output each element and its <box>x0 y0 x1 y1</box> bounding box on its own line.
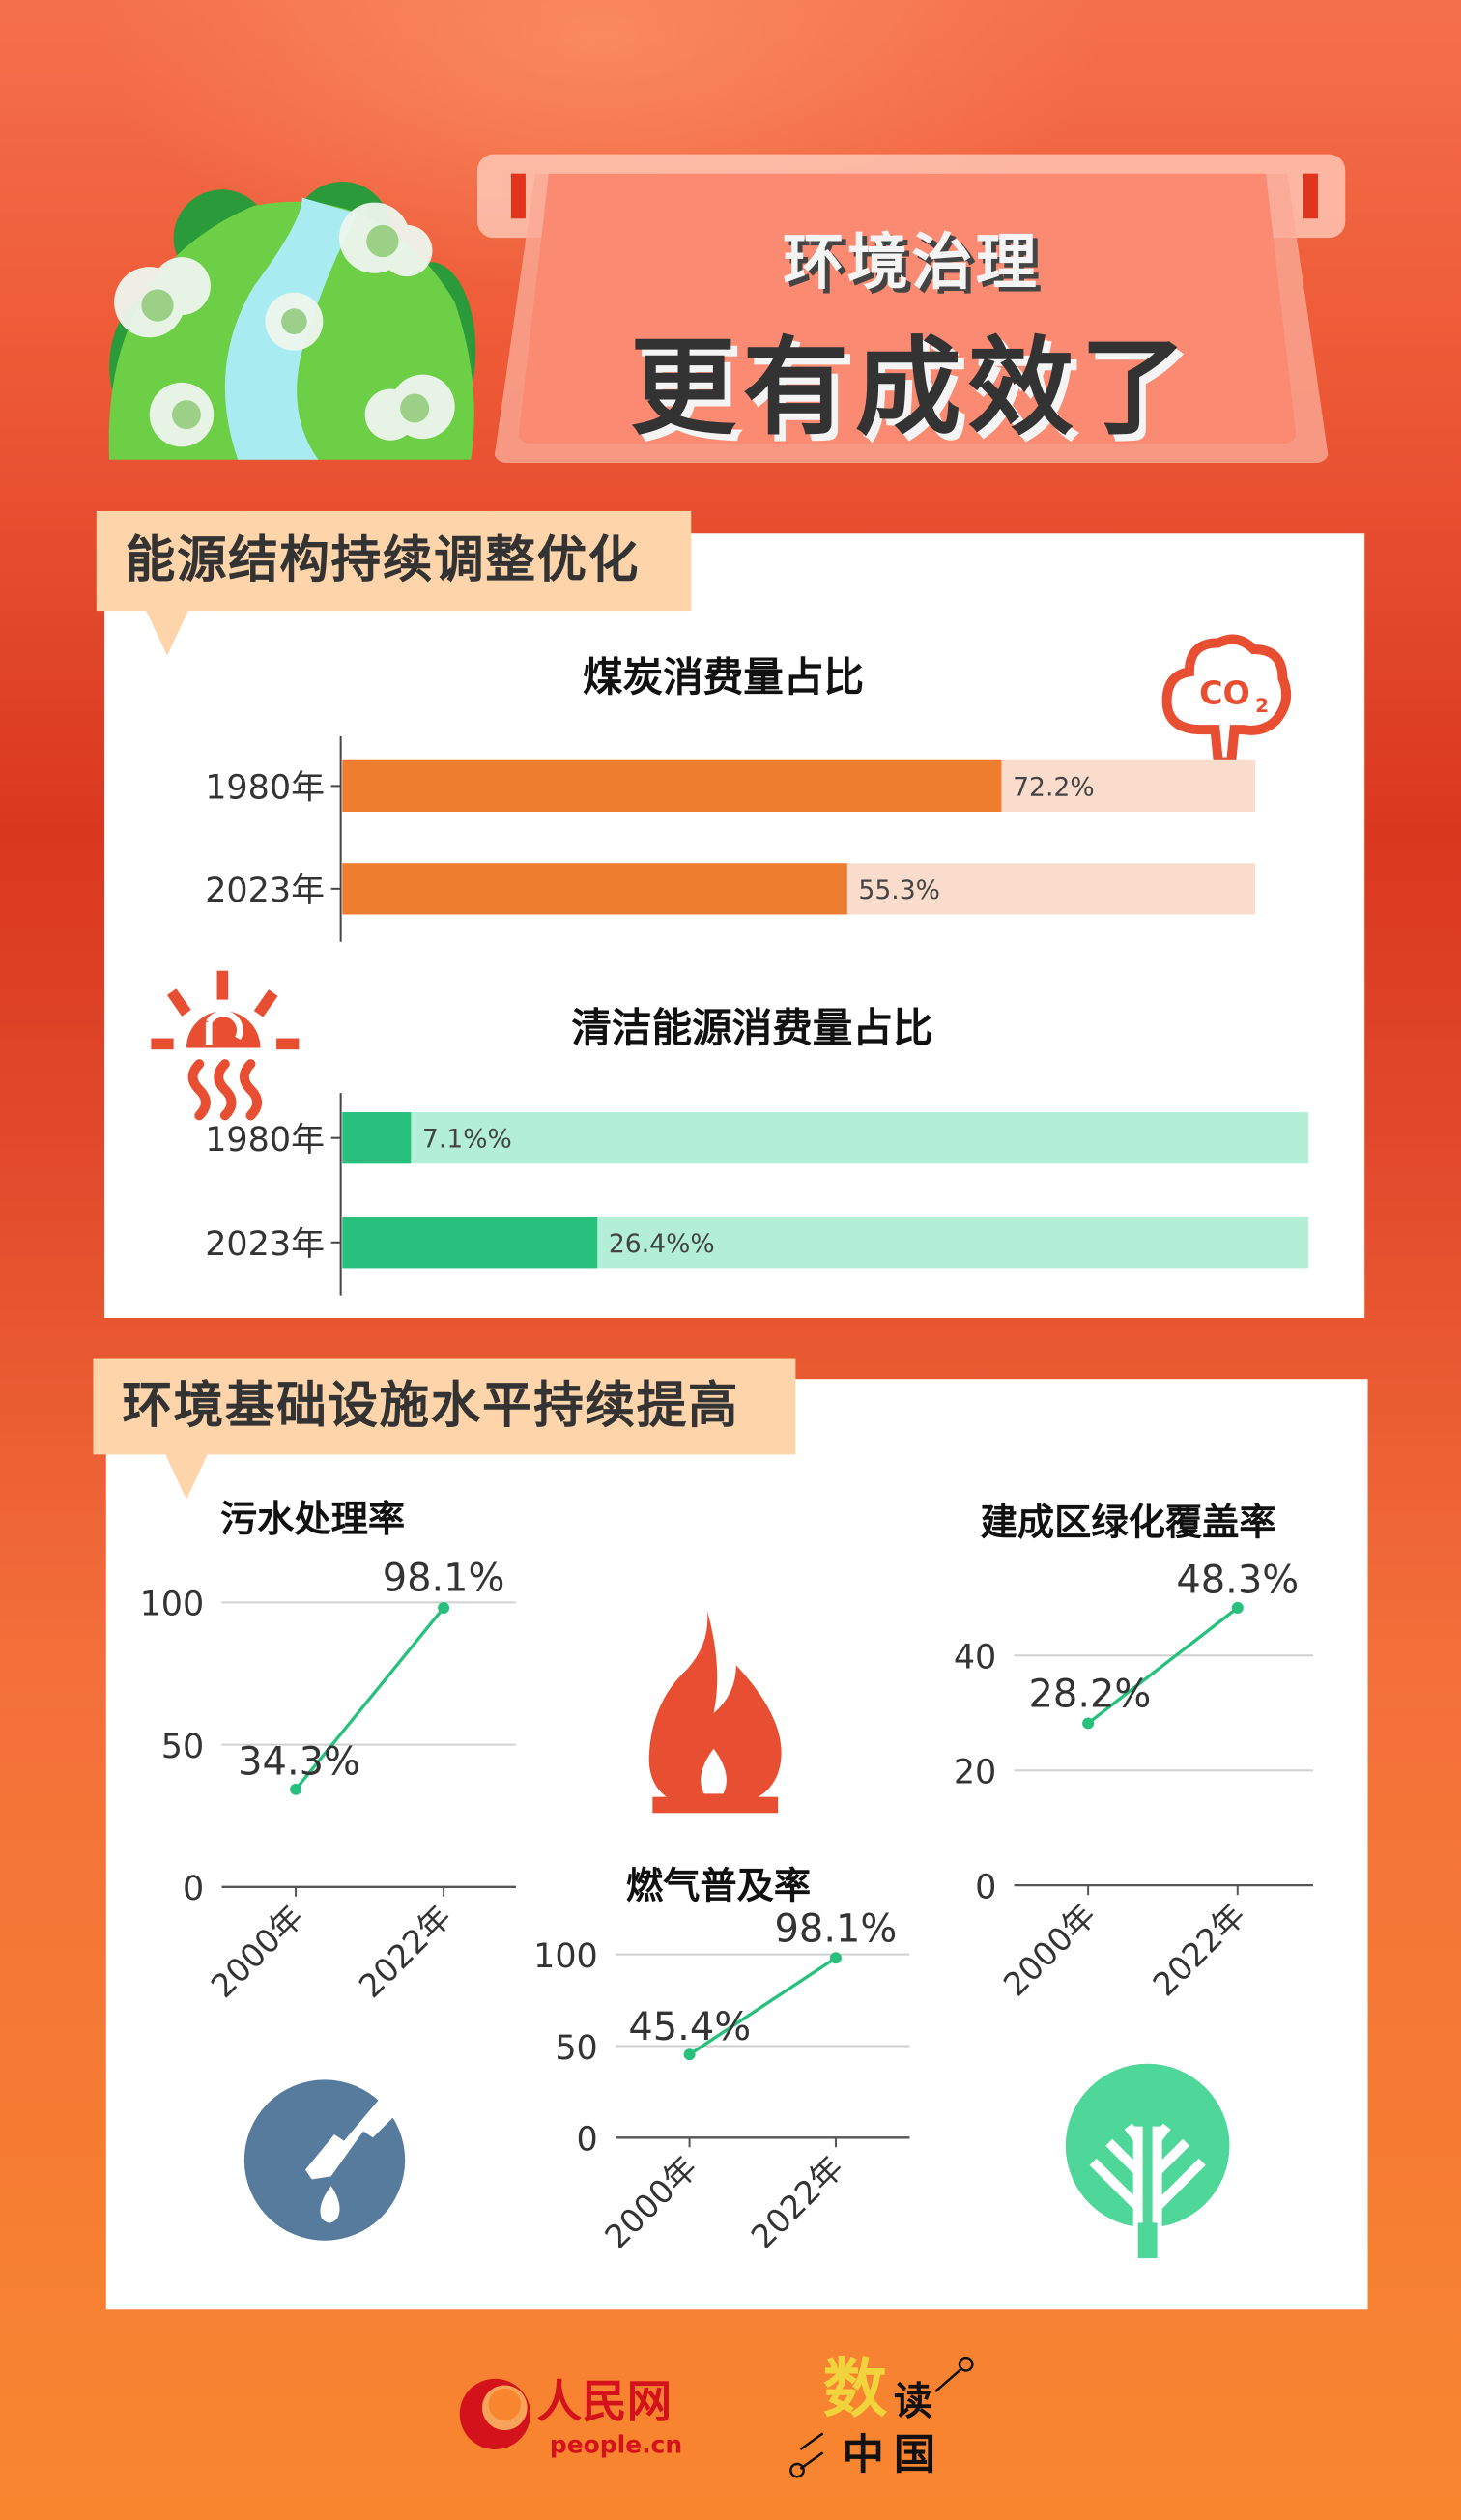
x-tick-label: 2022年 <box>352 1898 459 2005</box>
x-tick-label: 2000年 <box>204 1898 311 2005</box>
y-tick-label: 0 <box>975 1868 996 1906</box>
tab-pointer <box>163 1451 210 1500</box>
bar <box>342 759 1002 813</box>
category-label: 1980年 <box>205 1121 325 1160</box>
svg-text:读: 读 <box>894 2379 932 2423</box>
x-tick-label: 2022年 <box>1146 1896 1253 2003</box>
y-tick-label: 100 <box>533 1937 598 1976</box>
co2-cloud-icon: CO 2 <box>1161 634 1292 767</box>
section-label-infrastructure: 环境基础设施水平持续提高 <box>93 1358 796 1455</box>
banner-inner <box>517 173 1298 444</box>
page-subtitle: 环境治理 <box>783 226 1041 298</box>
data-point <box>438 1601 450 1614</box>
section-label-energy: 能源结构持续调整优化 <box>96 510 692 612</box>
y-tick-label: 0 <box>577 2121 598 2160</box>
x-tick-label: 2022年 <box>744 2149 851 2256</box>
data-label: 45.4% <box>628 2005 751 2049</box>
chart-title: 煤炭消费量占比 <box>583 653 864 701</box>
gas-flame-icon <box>648 1610 782 1814</box>
chart-title: 污水处理率 <box>220 1498 405 1541</box>
svg-text:国: 国 <box>894 2430 935 2478</box>
chart-title: 燃气普及率 <box>626 1864 811 1907</box>
series-line <box>688 1956 837 2056</box>
bar-track <box>342 1112 1308 1164</box>
water-faucet-icon <box>244 2079 406 2241</box>
series-line <box>1087 1606 1239 1725</box>
series-line <box>294 1606 445 1790</box>
logo-text: 人民网 <box>537 2375 673 2428</box>
y-tick-label: 100 <box>140 1586 205 1624</box>
data-label: 55.3% <box>858 875 940 905</box>
banner-decoration <box>1303 173 1318 219</box>
y-tick-label: 50 <box>161 1728 204 1766</box>
bar <box>342 1112 412 1164</box>
x-tick-label: 2000年 <box>597 2149 704 2256</box>
data-label: 26.4%% <box>609 1229 715 1259</box>
data-point <box>290 1783 302 1795</box>
chart-title: 清洁能源消费量占比 <box>571 1004 932 1051</box>
x-tick-label: 2000年 <box>996 1896 1103 2003</box>
people-cn-logo: 人民网 people.cn <box>459 2375 681 2458</box>
energy-structure-card <box>104 533 1365 1318</box>
tab-pointer <box>144 607 190 656</box>
data-label: 34.3% <box>238 1739 360 1784</box>
tree-icon <box>1065 2063 1230 2259</box>
data-label: 7.1%% <box>422 1125 512 1155</box>
shu-du-zhongguo-logo: 数 读 中 国 <box>789 2351 974 2478</box>
sun-heat-icon <box>151 970 300 1121</box>
category-label: 1980年 <box>205 769 325 808</box>
y-tick-label: 20 <box>954 1754 996 1792</box>
data-point <box>683 2048 696 2061</box>
svg-text:2: 2 <box>1255 694 1269 717</box>
svg-text:CO: CO <box>1199 674 1250 712</box>
y-tick-label: 50 <box>555 2029 597 2068</box>
page-title: 更有成效了 <box>630 326 1193 450</box>
chart-title: 建成区绿化覆盖率 <box>981 1502 1276 1545</box>
logo-domain: people.cn <box>550 2430 681 2458</box>
data-point <box>1231 1601 1244 1614</box>
data-point <box>829 1952 842 1964</box>
category-label: 2023年 <box>205 1225 325 1264</box>
data-label: 28.2% <box>1029 1672 1152 1716</box>
bar <box>342 863 847 915</box>
data-label: 48.3% <box>1176 1558 1299 1602</box>
banner-decoration <box>510 173 526 219</box>
category-label: 2023年 <box>205 872 325 910</box>
data-point <box>1082 1717 1095 1730</box>
y-tick-label: 0 <box>183 1870 204 1908</box>
bar <box>342 1217 598 1269</box>
y-tick-label: 40 <box>954 1639 996 1677</box>
data-label: 98.1% <box>383 1557 505 1601</box>
data-label: 98.1% <box>775 1906 898 1951</box>
svg-text:中: 中 <box>843 2430 884 2478</box>
data-label: 72.2% <box>1013 772 1095 802</box>
svg-text:数: 数 <box>823 2351 888 2426</box>
globe-illustration <box>108 181 476 460</box>
